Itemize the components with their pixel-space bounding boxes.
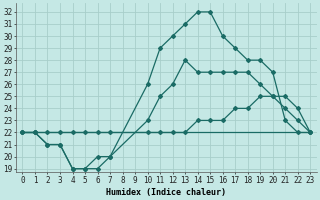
X-axis label: Humidex (Indice chaleur): Humidex (Indice chaleur)	[106, 188, 226, 197]
